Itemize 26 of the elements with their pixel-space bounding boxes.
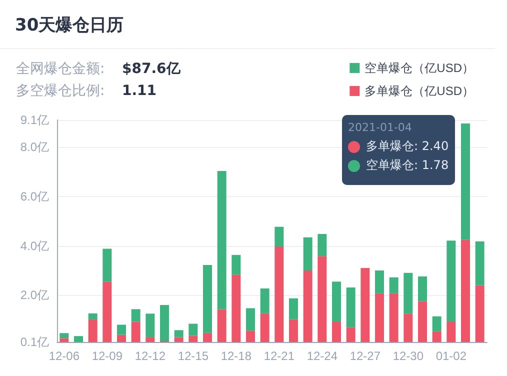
y-tick-label: 9.1亿 (20, 113, 49, 127)
legend-label: 多单爆仓（亿USD） (364, 84, 474, 98)
chart-title: 30天爆仓日历 (15, 16, 124, 36)
x-tick-label: 12-30 (392, 349, 424, 363)
y-tick-label: 4.0亿 (20, 238, 49, 253)
x-tick-label: 12-06 (48, 349, 80, 363)
x-tick-label: 12-12 (134, 349, 166, 363)
text: $87.6亿 (122, 61, 182, 77)
x-tick-label: 12-15 (178, 349, 209, 363)
annotation: 多单爆仓: 2.40 (366, 138, 449, 155)
y-tick-label: 0.1亿 (20, 335, 49, 349)
annotation: 空单爆仓: 1.78 (366, 157, 449, 174)
x-tick-label: 01-02 (436, 349, 467, 363)
x-tick-label: 12-27 (350, 349, 381, 363)
text: 1.11 (122, 83, 157, 99)
x-tick-label: 12-24 (306, 349, 338, 363)
x-tick-label: 12-21 (264, 349, 295, 363)
y-tick-label: 8.0亿 (20, 140, 49, 154)
text: 全网爆仓金额: (16, 61, 105, 77)
annotation: 2021-01-04 (348, 121, 413, 134)
text: 多空爆仓比例: (16, 83, 105, 99)
legend-label: 空单爆仓（亿USD） (364, 61, 474, 75)
y-tick-label: 6.0亿 (20, 189, 49, 204)
y-tick-label: 2.0亿 (20, 288, 49, 302)
x-tick-label: 12-18 (220, 349, 252, 363)
x-tick-label: 12-09 (92, 349, 123, 363)
